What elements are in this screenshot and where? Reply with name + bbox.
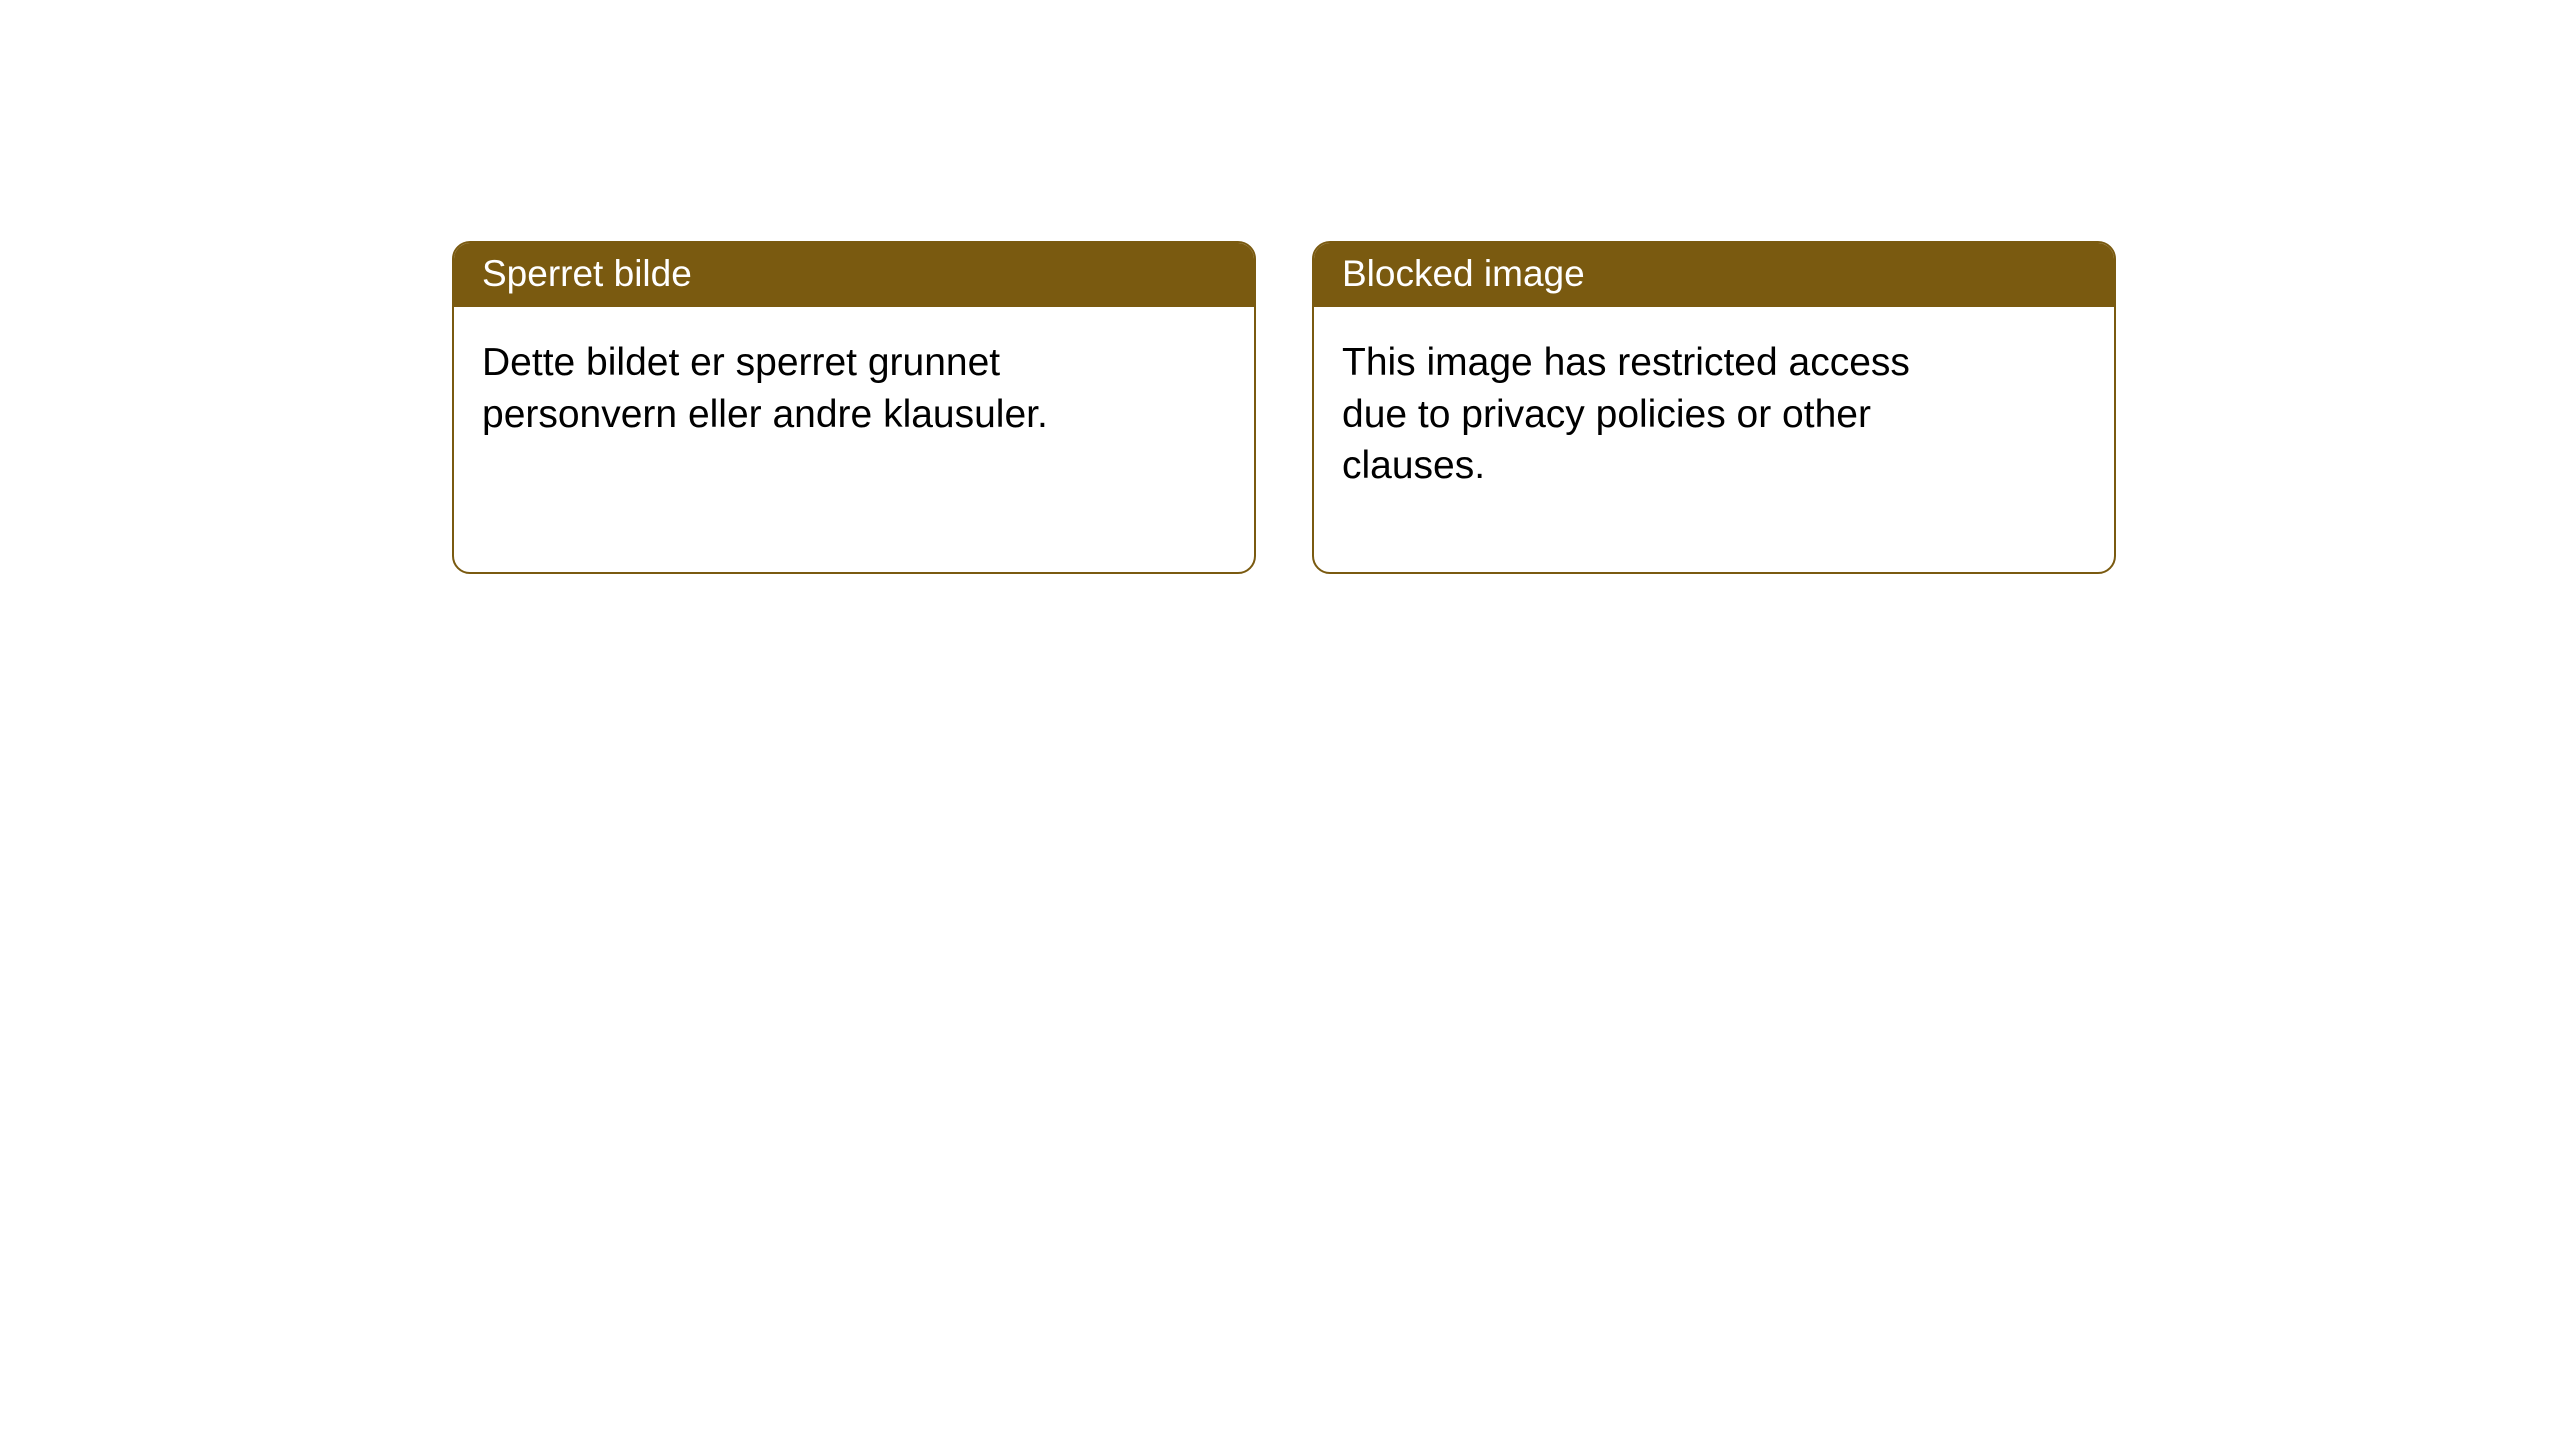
notice-header: Blocked image bbox=[1314, 243, 2114, 307]
notice-container: Sperret bilde Dette bildet er sperret gr… bbox=[452, 241, 2116, 574]
notice-card-norwegian: Sperret bilde Dette bildet er sperret gr… bbox=[452, 241, 1256, 574]
notice-text: This image has restricted access due to … bbox=[1342, 341, 1910, 487]
notice-title: Sperret bilde bbox=[482, 253, 692, 294]
notice-title: Blocked image bbox=[1342, 253, 1585, 294]
notice-text: Dette bildet er sperret grunnet personve… bbox=[482, 341, 1048, 435]
notice-header: Sperret bilde bbox=[454, 243, 1254, 307]
notice-body: Dette bildet er sperret grunnet personve… bbox=[454, 307, 1094, 470]
notice-card-english: Blocked image This image has restricted … bbox=[1312, 241, 2116, 574]
notice-body: This image has restricted access due to … bbox=[1314, 307, 1954, 521]
